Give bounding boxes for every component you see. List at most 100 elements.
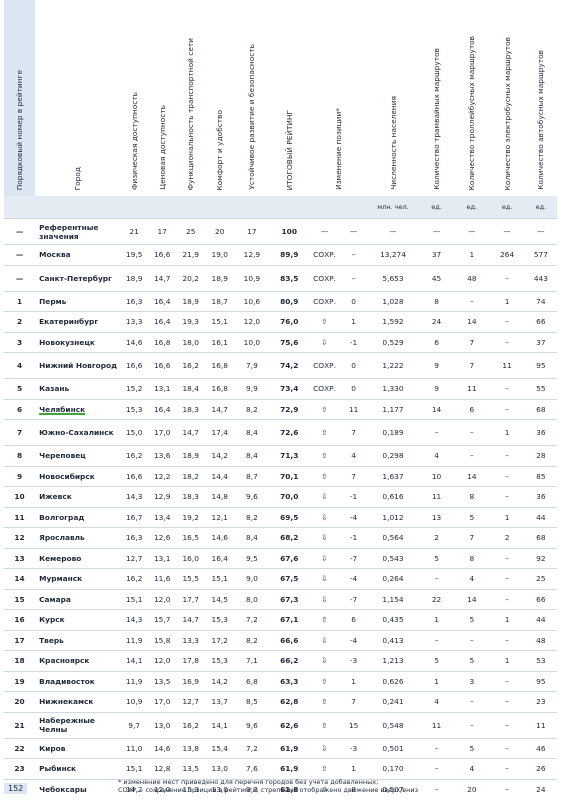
city-cell: Владивосток bbox=[35, 670, 121, 692]
table-cell: 67,1 bbox=[269, 609, 309, 630]
table-cell: 15,1 bbox=[120, 758, 149, 779]
table-cell: 5,653 bbox=[367, 264, 419, 291]
table-row: 2 Екатеринбург 13,3 16,4 19,3 15,1 12,0 76,0 ⇧ 1 1… bbox=[4, 311, 557, 332]
header-text: Комфорт и удобство bbox=[215, 109, 225, 191]
table-row: 19 Владивосток 11,9 13,5 16,9 14,2 6,8 63,3 ⇧ 1 0,… bbox=[4, 670, 557, 692]
table-cell: 1 bbox=[489, 419, 525, 446]
table-cell: ⇧ bbox=[308, 778, 341, 799]
table-row: 3 Новокузнецк 14,6 16,8 18,0 16,1 10,0 75,6 ⇩ -1 0… bbox=[4, 331, 557, 353]
table-cell: 92 bbox=[524, 547, 557, 569]
city-cell: Мурманск bbox=[35, 568, 121, 589]
table-cell: 12,0 bbox=[148, 588, 177, 610]
table-cell: 13 bbox=[4, 547, 36, 569]
table-row: 1 Пермь 16,3 16,4 18,9 18,7 10,6 80,9 СОХР. 0 1,02… bbox=[4, 290, 557, 312]
header-cell: Изменение позиции* bbox=[309, 0, 367, 196]
table-cell: 7,2 bbox=[234, 737, 270, 759]
table-cell: 7 bbox=[340, 419, 368, 446]
table-cell: 67,3 bbox=[269, 588, 309, 610]
table-cell: ⇩ bbox=[308, 547, 341, 569]
header: Порядковый номер в рейтинге Город Физическ… bbox=[4, 0, 557, 219]
table-cell: 16,5 bbox=[176, 527, 206, 548]
table-cell: 4 bbox=[418, 691, 455, 712]
table-cell: 20 bbox=[4, 691, 36, 712]
city-cell: Санкт-Петербург bbox=[35, 264, 121, 291]
header-cell: ИТОГОВЫЙ РЕЙТИНГ bbox=[270, 0, 309, 196]
table-cell: 14,7 bbox=[176, 419, 206, 446]
table-cell: 19,3 bbox=[176, 311, 206, 332]
table-cell: ⇩ bbox=[308, 568, 341, 589]
city-cell: Референтные значения bbox=[35, 218, 121, 245]
table-cell: 66,2 bbox=[269, 650, 309, 671]
table-cell: 10 bbox=[418, 465, 455, 487]
table-cell: 264 bbox=[489, 244, 525, 265]
table-cell: – bbox=[489, 670, 525, 692]
table-cell: 16,8 bbox=[205, 378, 235, 399]
table-cell: 1 bbox=[418, 670, 455, 692]
table-cell: СОХР. bbox=[308, 378, 341, 399]
table-cell: 5 bbox=[454, 609, 490, 630]
table-cell: 16,8 bbox=[148, 331, 177, 353]
table-cell: 0,543 bbox=[367, 547, 419, 569]
table-cell: 14,7 bbox=[176, 609, 206, 630]
table-cell: 37 bbox=[524, 331, 557, 353]
table-cell: 14,3 bbox=[120, 609, 149, 630]
table-cell: 4 bbox=[4, 352, 36, 379]
table-cell: 15,3 bbox=[205, 650, 235, 671]
header-cell: Количество троллейбусных маршрутов bbox=[454, 0, 489, 196]
table-cell: 15,2 bbox=[120, 378, 149, 399]
table-cell: 16,1 bbox=[205, 331, 235, 353]
table-cell: 1 bbox=[454, 244, 490, 265]
table-cell: 20 bbox=[454, 778, 490, 799]
city-cell: Череповец bbox=[35, 445, 121, 466]
table-cell: 10,9 bbox=[234, 264, 270, 291]
table-cell: 8,2 bbox=[234, 629, 270, 651]
table-cell: 2 bbox=[489, 527, 525, 548]
table-cell: 7 bbox=[454, 331, 490, 353]
table-cell: 9 bbox=[418, 378, 455, 399]
table-cell: 0,170 bbox=[367, 758, 419, 779]
city-cell: Волгоград bbox=[35, 506, 121, 528]
table-row: — Референтные значения 21 17 25 20 17 100— — — — — —… bbox=[4, 218, 557, 245]
table-cell: 16,8 bbox=[205, 352, 235, 379]
table-cell: 10 bbox=[4, 486, 36, 507]
table-cell: – bbox=[418, 778, 455, 799]
header-cell: Количество автобусных маршрутов bbox=[525, 0, 557, 196]
table-cell: 7 bbox=[454, 527, 490, 548]
table-cell: 67,6 bbox=[269, 547, 309, 569]
city-cell: Пермь bbox=[35, 290, 121, 312]
table-cell: 7,6 bbox=[234, 758, 270, 779]
header-text: Изменение позиции* bbox=[333, 108, 343, 190]
table-cell: ⇧ bbox=[308, 670, 341, 692]
table-cell: 18,3 bbox=[176, 486, 206, 507]
table-cell: 0,264 bbox=[367, 568, 419, 589]
table-cell: — bbox=[308, 218, 341, 245]
table-cell: -4 bbox=[340, 506, 368, 528]
page-number: 152 bbox=[4, 783, 28, 794]
table-cell: ⇩ bbox=[308, 650, 341, 671]
table-cell: 48 bbox=[524, 629, 557, 651]
table-cell: 15 bbox=[340, 711, 368, 738]
unit-label: ед. bbox=[454, 196, 490, 219]
table-cell: – bbox=[340, 264, 368, 291]
table-cell: – bbox=[489, 264, 525, 291]
city-cell: Набережные Челны bbox=[35, 711, 121, 738]
table-cell: 17,4 bbox=[205, 419, 235, 446]
table-cell: 0 bbox=[340, 378, 368, 399]
table-cell: 17 bbox=[4, 629, 36, 651]
table-cell: 28 bbox=[524, 445, 557, 466]
city-cell: Самара bbox=[35, 588, 121, 610]
unit-label: ед. bbox=[524, 196, 557, 219]
header-cell: Комфорт и удобство bbox=[205, 0, 234, 196]
table-row: 23 Рыбинск 15,1 12,8 13,5 13,0 7,6 61,9 ⇧ 1 0,170–… bbox=[4, 758, 557, 779]
table-row: 14 Мурманск 16,2 11,6 15,5 15,1 9,0 67,5 ⇩ -4 0,26… bbox=[4, 568, 557, 589]
table-cell: 13,8 bbox=[176, 737, 206, 759]
table-cell: 11,6 bbox=[148, 568, 177, 589]
table-cell: – bbox=[454, 629, 490, 651]
table-row: 10 Ижевск 14,3 12,9 18,3 14,8 9,6 70,0 ⇩ -1 0,616 1… bbox=[4, 486, 557, 507]
header-text: Устойчивое развитие и безопасность bbox=[247, 44, 257, 190]
table-cell: 14,7 bbox=[205, 398, 235, 420]
table-cell: 80,9 bbox=[269, 290, 309, 312]
table-cell: 5 bbox=[454, 737, 490, 759]
table-row: 17 Тверь 11,9 15,8 13,3 17,2 8,2 66,6 ⇩ -4 0,413– –… bbox=[4, 629, 557, 651]
city-cell: Челябинск bbox=[35, 398, 121, 420]
